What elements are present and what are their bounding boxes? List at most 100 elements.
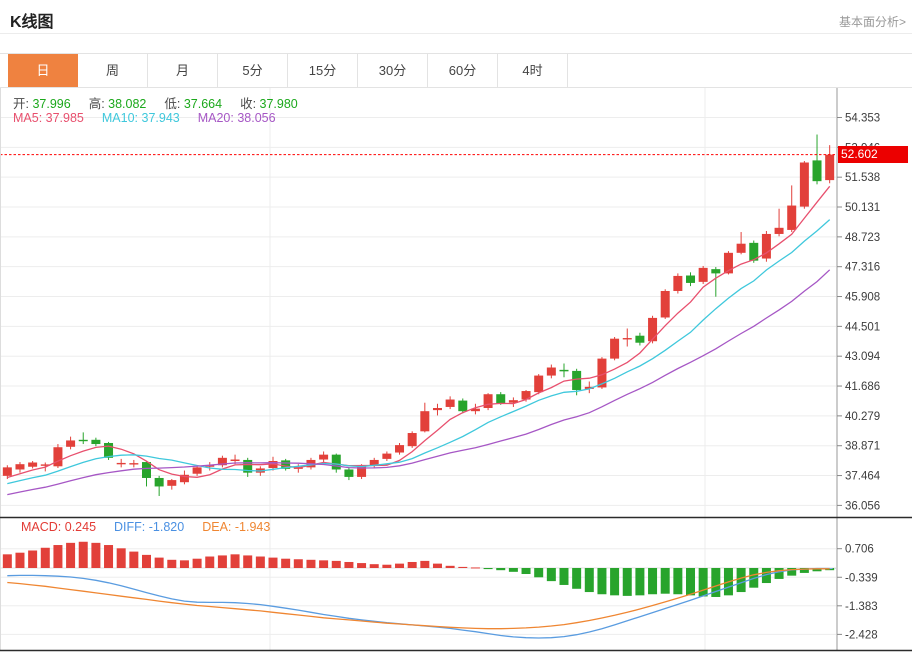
macd-histogram-bar	[698, 568, 708, 597]
candle-body	[167, 480, 177, 486]
candle-body	[129, 463, 139, 465]
macd-histogram-bar	[420, 560, 430, 568]
legend-item: DEA: -1.943	[202, 520, 271, 534]
tab-5分[interactable]: 5分	[218, 54, 288, 87]
macd-histogram-bar	[306, 559, 316, 568]
candle-body	[28, 462, 38, 467]
axis-tick-label: 40.279	[845, 411, 880, 423]
candle-body	[572, 370, 582, 390]
macd-histogram-bar	[281, 558, 291, 568]
macd-legend: MACD: 0.245 DIFF: -1.820 DEA: -1.943	[21, 520, 288, 534]
macd-histogram-bar	[711, 568, 721, 597]
macd-histogram-bar	[293, 559, 303, 568]
macd-histogram-bar	[154, 557, 164, 568]
macd-histogram-bar	[432, 563, 442, 568]
tab-30分[interactable]: 30分	[358, 54, 428, 87]
candle-body	[192, 467, 202, 474]
candle-body	[141, 462, 151, 478]
candle-body	[686, 275, 696, 283]
candle-body	[116, 462, 126, 465]
candle-body	[40, 464, 50, 466]
legend-item: MA20: 38.056	[197, 111, 276, 125]
candle-body	[761, 233, 771, 259]
axis-tick-label: -2.428	[845, 629, 878, 641]
legend-item: MACD: 0.245	[21, 520, 97, 534]
tab-4时[interactable]: 4时	[498, 54, 568, 87]
axis-tick-label: 36.056	[845, 500, 880, 512]
macd-histogram-bar	[141, 554, 151, 568]
macd-histogram-bar	[192, 558, 202, 568]
candle-body	[825, 154, 835, 181]
ma5-line	[7, 185, 831, 479]
macd-histogram-bar	[230, 554, 240, 568]
macd-histogram-bar	[445, 565, 455, 568]
tab-月[interactable]: 月	[148, 54, 218, 87]
macd-histogram-bar	[344, 561, 354, 568]
candle-body	[445, 399, 455, 407]
candle-body	[496, 394, 506, 404]
macd-histogram-bar	[15, 552, 25, 568]
legend-item: 收: 37.980	[240, 97, 298, 111]
candle-body	[319, 454, 329, 460]
candle-body	[281, 460, 291, 469]
macd-histogram-bar	[53, 545, 63, 568]
macd-histogram-bar	[673, 568, 683, 595]
candle-body	[774, 227, 784, 234]
fundamental-analysis-link[interactable]: 基本面分析>	[838, 15, 906, 29]
candle-body	[610, 338, 620, 359]
candle-body	[483, 394, 493, 409]
tab-周[interactable]: 周	[78, 54, 148, 87]
candle-body	[660, 290, 670, 318]
macd-histogram-bar	[319, 560, 329, 568]
candle-body	[357, 466, 367, 477]
dea-line	[7, 568, 830, 630]
axis-tick-label: 43.094	[845, 351, 881, 363]
macd-histogram-bar	[255, 556, 265, 568]
candle-body	[673, 275, 683, 291]
macd-histogram-bar	[546, 568, 556, 582]
candle-body	[78, 439, 88, 442]
macd-histogram-bar	[28, 550, 38, 568]
candle-body	[799, 162, 809, 207]
macd-histogram-bar	[736, 568, 746, 593]
macd-histogram-bar	[40, 547, 50, 568]
ohlc-legend: 开: 37.996 高: 38.082 低: 37.664 收: 37.980	[13, 93, 316, 112]
tab-60分[interactable]: 60分	[428, 54, 498, 87]
macd-histogram-bar	[483, 568, 493, 570]
macd-histogram-bar	[559, 568, 569, 585]
macd-histogram-bar	[660, 568, 670, 594]
candle-body	[243, 459, 253, 473]
axis-tick-label: 41.686	[845, 381, 880, 393]
candle-body	[521, 391, 531, 400]
timeframe-tab-bar: 日周月 5分 15分 30分 60分 4时	[0, 53, 912, 88]
candle-body	[104, 442, 114, 458]
macd-histogram-bar	[597, 568, 607, 595]
ma20-line	[7, 269, 831, 496]
candle-body	[597, 358, 607, 388]
candle-body	[534, 375, 544, 393]
macd-histogram-bar	[331, 560, 341, 568]
tab-日[interactable]: 日	[8, 54, 78, 87]
candle-body	[407, 433, 417, 447]
candle-body	[812, 160, 822, 182]
candle-body	[395, 445, 405, 453]
axis-tick-label: 51.538	[845, 172, 880, 184]
axis-tick-label: 0.706	[845, 544, 874, 556]
candle-body	[635, 335, 645, 343]
candle-body	[584, 386, 594, 389]
macd-histogram-bar	[812, 568, 822, 572]
candle-body	[546, 367, 556, 376]
legend-item: MA10: 37.943	[101, 111, 180, 125]
legend-item: 开: 37.996	[13, 97, 71, 111]
tab-15分[interactable]: 15分	[288, 54, 358, 87]
candle-body	[344, 469, 354, 477]
legend-item: DIFF: -1.820	[114, 520, 185, 534]
macd-histogram-bar	[179, 560, 189, 568]
candle-body	[154, 477, 164, 487]
candle-body	[369, 459, 379, 466]
axis-tick-label: 38.871	[845, 441, 880, 453]
axis-tick-label: 47.316	[845, 262, 880, 274]
macd-histogram-bar	[584, 568, 594, 593]
